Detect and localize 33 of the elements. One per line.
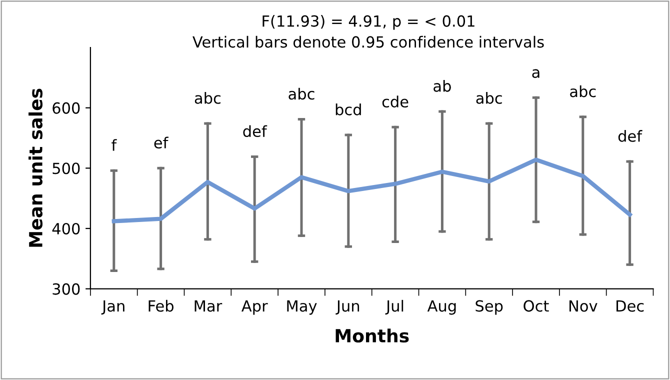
line-series: [112, 158, 632, 224]
annotation: bcd: [336, 104, 361, 116]
y-tick-label: 400: [52, 222, 80, 234]
x-tick-label: Feb: [148, 300, 174, 312]
annotation: abc: [194, 92, 220, 104]
y-tick-label: 600: [52, 102, 80, 114]
x-axis-title: Months: [336, 328, 409, 343]
x-tick-label: Jan: [101, 300, 124, 315]
chart-subtitle: Vertical bars denote 0.95 confidence intervals: [192, 36, 544, 48]
annotation: a: [532, 69, 540, 78]
x-tick-label: Aug: [427, 300, 456, 315]
y-tick-label: 500: [52, 162, 80, 174]
y-tick-label: 300: [52, 283, 80, 295]
x-tick-label: Apr: [242, 300, 268, 315]
y-axis-title: Mean unit sales: [28, 88, 43, 247]
annotation: abc: [570, 85, 596, 98]
x-tick-label: May: [287, 300, 317, 315]
annotation: f: [112, 139, 117, 151]
x-tick-label: Jul: [385, 300, 404, 315]
x-tick-label: Jun: [336, 300, 360, 315]
x-tick-label: Sep: [476, 300, 503, 315]
annotation: ab: [434, 80, 451, 92]
x-tick-label: Nov: [569, 300, 598, 312]
annotation: abc: [288, 88, 314, 100]
annotation: ef: [154, 136, 168, 149]
x-tick-label: Oct: [524, 300, 549, 312]
x-tick-label: Dec: [616, 300, 644, 312]
annotation: def: [618, 130, 642, 142]
annotation: abc: [476, 92, 502, 104]
annotation: cde: [382, 96, 408, 108]
x-tick-label: Mar: [194, 300, 222, 312]
annotation: def: [243, 125, 268, 138]
chart-title: F(11.93) = 4.91, p = < 0.01: [262, 15, 474, 30]
